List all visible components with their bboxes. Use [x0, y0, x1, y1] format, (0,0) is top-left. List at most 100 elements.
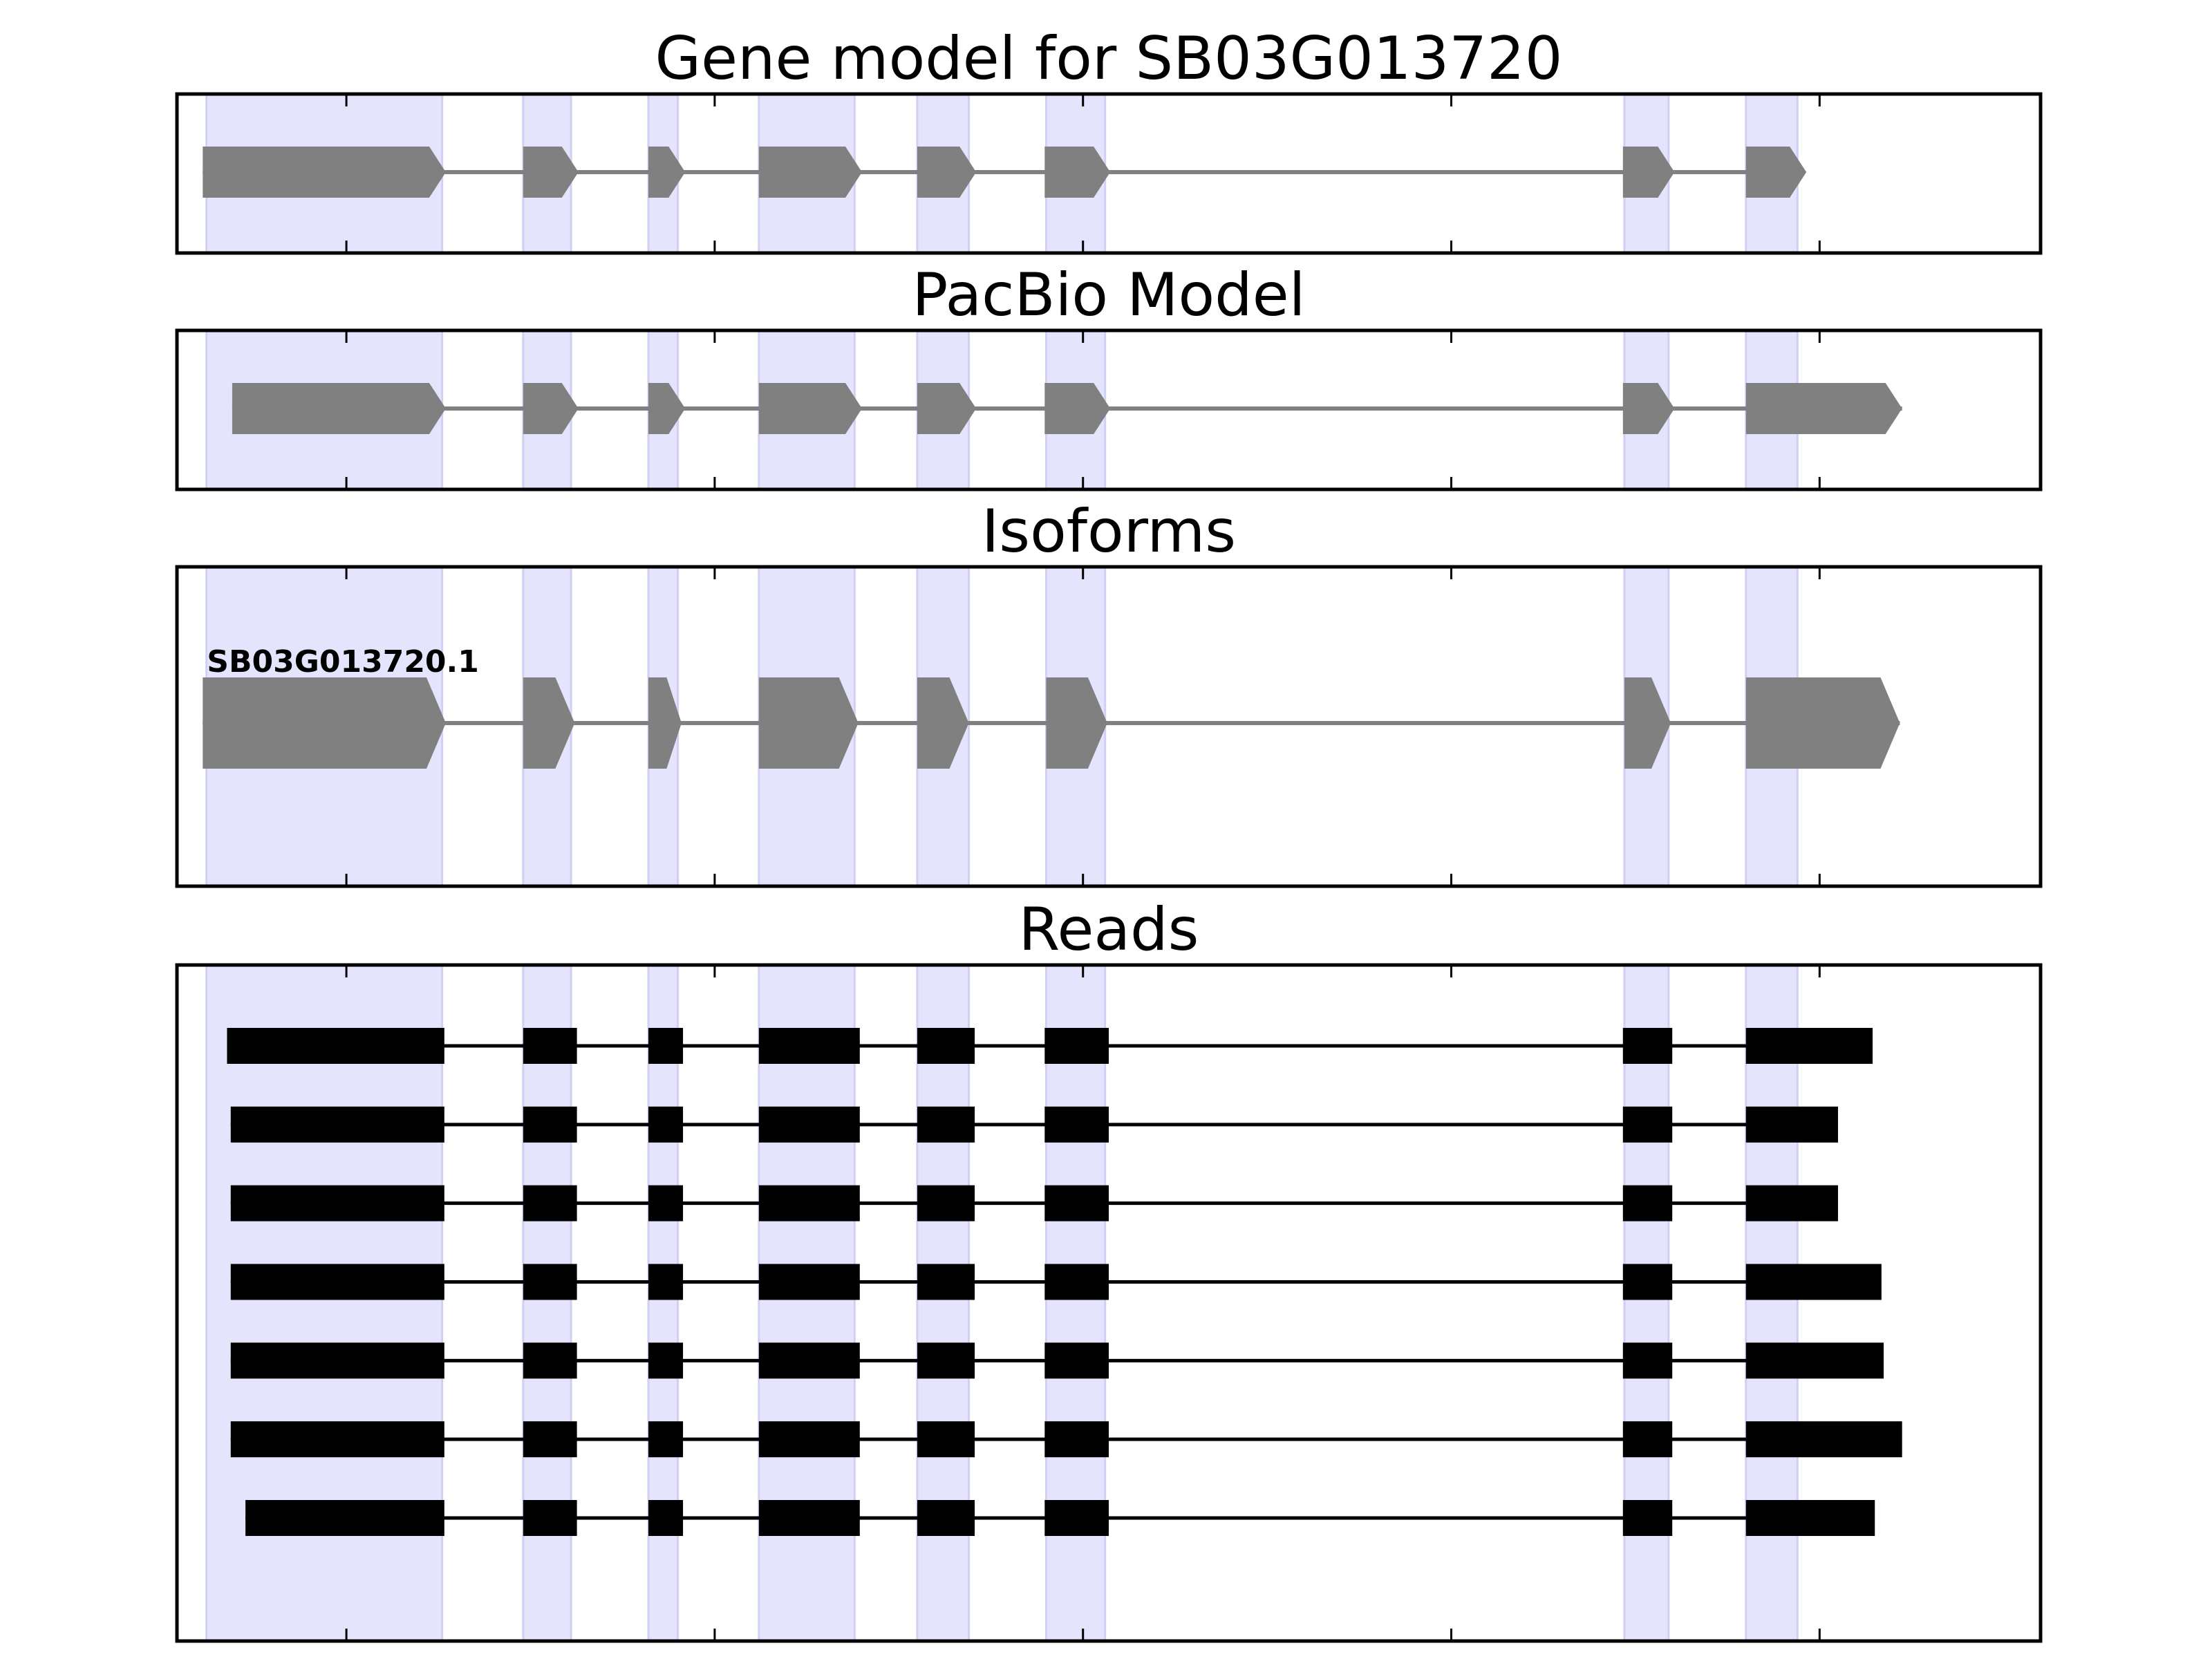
read-exon-block [648, 1028, 684, 1064]
exon-arrow [1044, 147, 1111, 198]
exon-arrow [917, 147, 977, 198]
highlight-region [758, 964, 856, 1642]
highlight-region [916, 964, 971, 1642]
read-exon-block [1622, 1106, 1673, 1143]
read-exon-block [758, 1500, 860, 1536]
panel-title: PacBio Model [912, 261, 1305, 330]
exon-arrow [917, 383, 977, 434]
exon-arrow [1622, 383, 1675, 434]
read-exon-block [230, 1421, 444, 1458]
read-exon-block [648, 1500, 684, 1536]
read-exon-block [758, 1421, 860, 1458]
exon-arrow [1745, 147, 1807, 198]
read-exon-block [1622, 1500, 1673, 1536]
gene-feature: SB03G013720.1 [203, 644, 1900, 769]
read-exon-block [648, 1421, 684, 1458]
read [227, 1028, 1873, 1064]
read-exon-block [523, 1106, 577, 1143]
read [230, 1421, 1902, 1458]
read-exon-block [245, 1500, 444, 1536]
read-exon-block [1044, 1421, 1109, 1458]
panel-2: Isoforms SB03G013720.1 [175, 497, 2043, 888]
read-exon-block [1622, 1264, 1673, 1300]
exon-arrow [1622, 147, 1675, 198]
panel-0: Gene model for SB03G013720 [175, 24, 2043, 255]
x-tick-label: 17625000 [1342, 1656, 1561, 1659]
highlight-region [1745, 964, 1799, 1642]
read-exon-block [1622, 1028, 1673, 1064]
exon-arrow [232, 383, 446, 434]
read-exon-block [523, 1342, 577, 1379]
read-exon-block [1745, 1500, 1875, 1536]
highlight-region [205, 964, 444, 1642]
exon-arrow [523, 383, 579, 434]
read-exon-block [1044, 1342, 1109, 1379]
exon-arrow [203, 147, 446, 198]
read-exon-block [648, 1264, 684, 1300]
exon-arrow [648, 677, 682, 769]
panel-3: Reads [175, 895, 2043, 1643]
read [230, 1185, 1838, 1221]
read-exon-block [230, 1264, 444, 1300]
read-exon-block [1745, 1106, 1838, 1143]
exon-arrow [758, 147, 863, 198]
read-exon-block [648, 1185, 684, 1221]
panel-title: Gene model for SB03G013720 [655, 24, 1563, 93]
highlight-region [522, 964, 572, 1642]
highlight-region [1623, 964, 1670, 1642]
x-tick-label: 17625500 [974, 1656, 1192, 1659]
read-exon-block [523, 1028, 577, 1064]
x-tick-label: 17626500 [237, 1656, 456, 1659]
exon-arrow [1624, 677, 1671, 769]
exon-arrow [1745, 677, 1900, 769]
isoform-label: SB03G013720.1 [207, 644, 479, 679]
exon-arrow [1745, 383, 1902, 434]
read-exon-block [758, 1106, 860, 1143]
read-exon-block [917, 1264, 975, 1300]
read-exon-block [1745, 1342, 1884, 1379]
read-exon-block [917, 1185, 975, 1221]
exon-arrow [1046, 677, 1107, 769]
panel-frame [175, 328, 2043, 491]
read-exon-block [917, 1342, 975, 1379]
read [230, 1264, 1882, 1300]
read [230, 1342, 1884, 1379]
panel-1: PacBio Model [175, 261, 2043, 491]
read-exon-block [523, 1185, 577, 1221]
read-exon-block [1745, 1421, 1902, 1458]
gene-feature [203, 147, 1807, 198]
read-exon-block [917, 1028, 975, 1064]
read-exon-block [758, 1028, 860, 1064]
exon-arrow [523, 147, 579, 198]
exon-arrow [203, 677, 446, 769]
read-exon-block [230, 1185, 444, 1221]
read-exon-block [523, 1500, 577, 1536]
read-exon-block [1044, 1185, 1109, 1221]
panel-frame [175, 963, 2043, 1643]
exon-arrow [1044, 383, 1111, 434]
exon-arrow [648, 383, 686, 434]
read-exon-block [648, 1106, 684, 1143]
read-exon-block [1044, 1028, 1109, 1064]
read-exon-block [1745, 1264, 1882, 1300]
gene-feature [232, 383, 1902, 434]
read-exon-block [1622, 1185, 1673, 1221]
panel-title: Isoforms [982, 497, 1236, 566]
read-exon-block [917, 1106, 975, 1143]
read-exon-block [1044, 1500, 1109, 1536]
read-exon-block [758, 1264, 860, 1300]
read-exon-block [523, 1264, 577, 1300]
x-tick-label: 17624500 [1711, 1656, 1929, 1659]
read-exon-block [230, 1342, 444, 1379]
exon-arrow [648, 147, 686, 198]
read-exon-block [523, 1421, 577, 1458]
exon-arrow [523, 677, 575, 769]
read-exon-block [227, 1028, 444, 1064]
read-exon-block [1044, 1106, 1109, 1143]
read-exon-block [758, 1342, 860, 1379]
read-exon-block [917, 1500, 975, 1536]
read-exon-block [230, 1106, 444, 1143]
panel-frame [175, 565, 2043, 888]
exon-arrow [758, 383, 863, 434]
